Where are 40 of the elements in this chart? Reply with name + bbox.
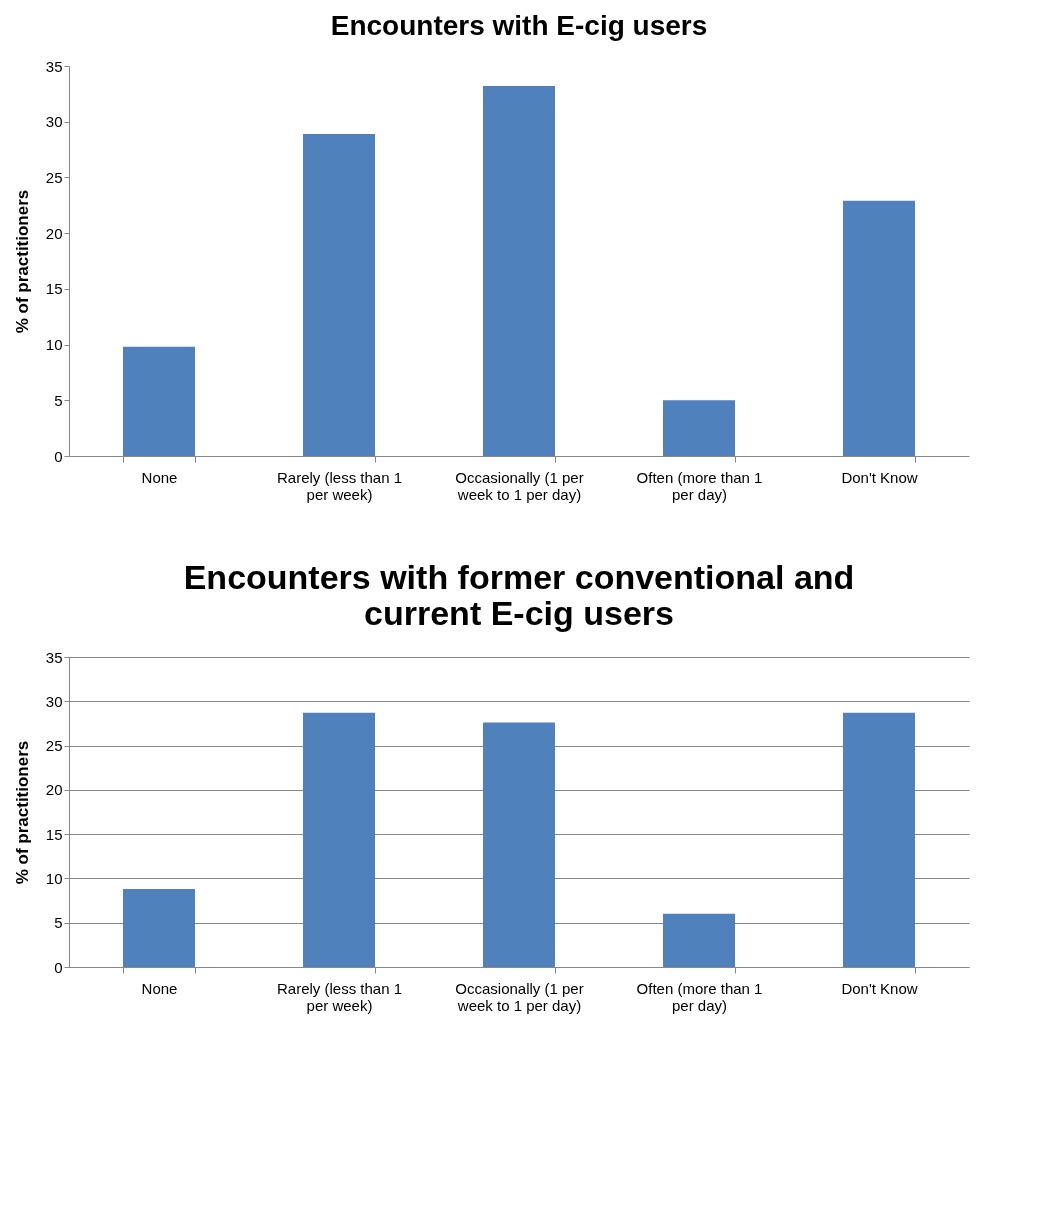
y-tick-label: 30	[45, 692, 63, 710]
y-tick-label: 15	[45, 825, 63, 843]
bar	[843, 712, 915, 967]
bar	[483, 86, 555, 456]
y-tick-label: 10	[45, 869, 63, 887]
y-tick-label: 30	[45, 113, 63, 131]
x-tick-label: None	[141, 468, 178, 486]
y-tick-label: 25	[45, 737, 63, 755]
x-tick-label: Rarely (less than 1 per week)	[276, 468, 403, 503]
bar	[123, 346, 195, 456]
y-tick-label: 25	[45, 168, 63, 186]
chart-title: Encounters with former conventional and current E-cig users	[183, 558, 855, 632]
x-tick-label: Don't Know	[841, 979, 918, 997]
y-tick-label: 35	[45, 648, 63, 666]
y-tick-label: 20	[45, 781, 63, 799]
y-axis-title: % of practitioners	[12, 189, 32, 334]
y-tick-label: 35	[45, 57, 63, 75]
y-tick-label: 15	[45, 280, 63, 298]
y-axis-title: % of practitioners	[12, 740, 32, 885]
y-tick-label: 5	[54, 914, 63, 932]
x-tick-label: Don't Know	[841, 468, 918, 486]
x-tick-label: Often (more than 1 per day)	[636, 979, 763, 1014]
bar	[483, 722, 555, 967]
chart-title: Encounters with E-cig users	[330, 10, 708, 41]
x-tick-label: Occasionally (1 per week to 1 per day)	[455, 468, 584, 503]
bar	[303, 133, 375, 456]
y-tick-label: 0	[54, 447, 63, 465]
x-tick-label: Occasionally (1 per week to 1 per day)	[455, 979, 584, 1014]
bar	[303, 712, 375, 967]
x-tick-label: Often (more than 1 per day)	[636, 468, 763, 503]
y-tick-label: 5	[54, 391, 63, 409]
bar	[123, 889, 195, 967]
y-tick-label: 0	[54, 958, 63, 976]
x-tick-label: Rarely (less than 1 per week)	[276, 979, 403, 1014]
bar	[843, 200, 915, 456]
bar	[663, 400, 735, 456]
y-tick-label: 20	[45, 224, 63, 242]
x-tick-label: None	[141, 979, 178, 997]
y-tick-label: 10	[45, 336, 63, 354]
bar	[663, 913, 735, 967]
